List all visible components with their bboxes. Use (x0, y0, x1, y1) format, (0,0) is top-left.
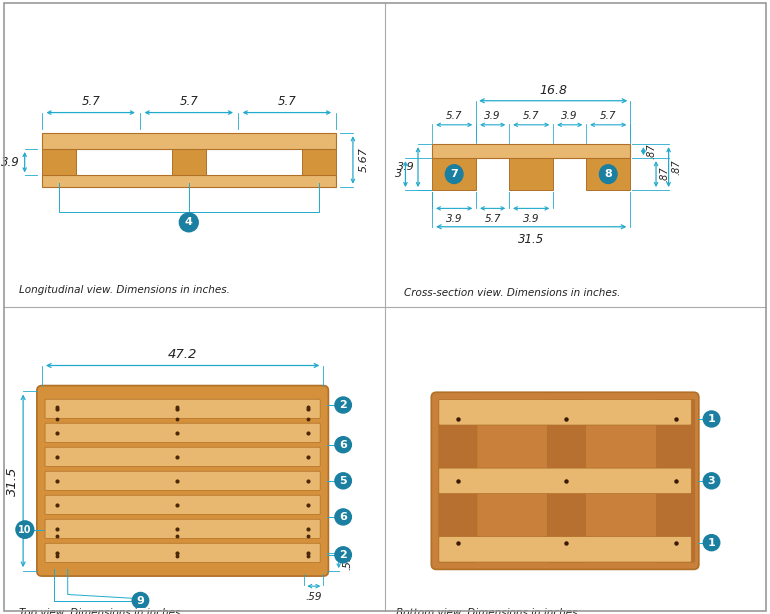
Circle shape (445, 165, 463, 184)
FancyBboxPatch shape (45, 423, 320, 443)
Text: 2: 2 (340, 550, 347, 560)
Text: 5.7: 5.7 (446, 112, 463, 122)
Circle shape (16, 521, 34, 538)
Circle shape (335, 437, 351, 453)
FancyBboxPatch shape (439, 400, 477, 562)
Text: Top view. Dimensions in inches.: Top view. Dimensions in inches. (19, 608, 183, 614)
FancyBboxPatch shape (431, 392, 699, 569)
Text: .59: .59 (343, 554, 353, 570)
Bar (586, 158, 630, 190)
FancyBboxPatch shape (547, 400, 585, 562)
Text: 47.2: 47.2 (168, 348, 197, 361)
Text: 8: 8 (604, 169, 612, 179)
Text: 5.67: 5.67 (359, 147, 369, 173)
Text: 5.7: 5.7 (600, 112, 617, 122)
Text: 1: 1 (708, 538, 715, 548)
Bar (302, 149, 336, 176)
Text: 16.8: 16.8 (539, 84, 567, 97)
Text: 3.9: 3.9 (446, 214, 463, 224)
Text: 3.9: 3.9 (397, 162, 415, 172)
Circle shape (599, 165, 617, 184)
Text: 3: 3 (708, 476, 715, 486)
Text: Longitudinal view. Dimensions in inches.: Longitudinal view. Dimensions in inches. (19, 285, 230, 295)
Text: .59: .59 (306, 592, 322, 602)
Circle shape (703, 473, 720, 489)
FancyBboxPatch shape (45, 447, 320, 467)
Circle shape (335, 473, 351, 489)
Text: Cross-section view. Dimensions in inches.: Cross-section view. Dimensions in inches… (403, 288, 621, 298)
Text: 5: 5 (340, 476, 347, 486)
Bar (432, 158, 476, 190)
Bar (172, 149, 206, 176)
Circle shape (132, 593, 149, 608)
Text: 5.7: 5.7 (523, 112, 540, 122)
Circle shape (335, 397, 351, 413)
FancyBboxPatch shape (45, 472, 320, 491)
Text: 31.5: 31.5 (6, 466, 19, 495)
Text: 10: 10 (18, 524, 32, 535)
Circle shape (703, 411, 720, 427)
Text: 3.9: 3.9 (523, 214, 540, 224)
Circle shape (335, 547, 351, 563)
Text: .87: .87 (659, 166, 669, 182)
FancyBboxPatch shape (37, 386, 329, 576)
FancyBboxPatch shape (45, 519, 320, 538)
FancyBboxPatch shape (45, 399, 320, 418)
Circle shape (179, 213, 198, 232)
Text: .87: .87 (671, 159, 681, 175)
Text: 5.7: 5.7 (277, 95, 296, 108)
Text: 3.9: 3.9 (484, 112, 501, 122)
Text: Bottom view. Dimensions in inches.: Bottom view. Dimensions in inches. (397, 608, 581, 614)
FancyBboxPatch shape (45, 543, 320, 562)
Text: 5.7: 5.7 (484, 214, 501, 224)
Text: 3: 3 (395, 169, 402, 179)
Bar (432, 144, 630, 158)
Text: 31.5: 31.5 (518, 233, 544, 246)
Text: 3.9: 3.9 (561, 112, 578, 122)
Text: 2: 2 (340, 400, 347, 410)
FancyBboxPatch shape (657, 400, 695, 562)
FancyBboxPatch shape (45, 495, 320, 515)
Bar (42, 176, 336, 187)
Bar (509, 158, 553, 190)
Circle shape (335, 509, 351, 525)
Bar (42, 133, 336, 149)
FancyBboxPatch shape (439, 537, 691, 562)
Text: 7: 7 (450, 169, 458, 179)
Circle shape (703, 535, 720, 551)
Text: 6: 6 (340, 512, 347, 522)
FancyBboxPatch shape (439, 468, 691, 494)
Bar (42, 149, 75, 176)
Text: 5.7: 5.7 (179, 95, 198, 108)
Text: 4: 4 (185, 217, 192, 227)
Text: 6: 6 (340, 440, 347, 449)
Text: .87: .87 (647, 144, 657, 159)
Text: 9: 9 (136, 596, 145, 605)
Text: 3.9: 3.9 (2, 156, 20, 169)
Text: 1: 1 (708, 414, 715, 424)
FancyBboxPatch shape (439, 400, 691, 425)
Text: 5.7: 5.7 (82, 95, 100, 108)
